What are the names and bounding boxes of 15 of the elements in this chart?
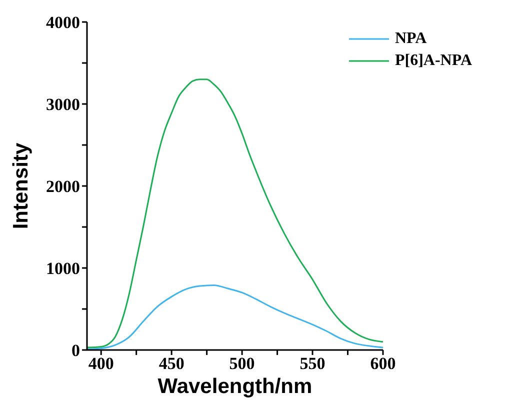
x-tick-label: 500 [229,354,255,374]
x-tick-label: 400 [88,354,114,374]
x-tick-label: 600 [370,354,396,374]
legend-label: NPA [394,29,427,49]
x-axis-title: Wavelength/nm [158,375,312,398]
y-tick-label: 3000 [46,95,80,114]
y-tick-label: 1000 [46,259,80,278]
y-tick-label: 0 [72,341,80,360]
line-series [87,78,383,348]
x-tick-label: 550 [300,354,326,374]
y-tick-label: 4000 [46,13,80,32]
y-tick-label: 2000 [46,177,80,196]
y-axis-title: Intensity [9,142,32,230]
legend-label: P[6]A-NPA [394,51,472,71]
x-tick-label: 450 [158,354,184,374]
